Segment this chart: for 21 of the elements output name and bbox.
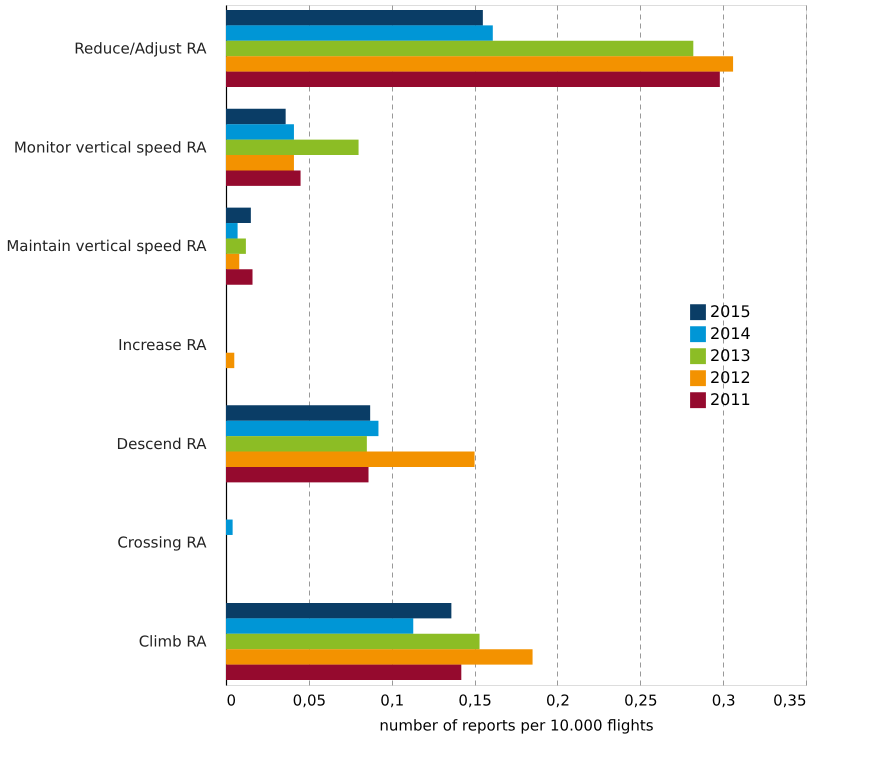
x-tick-label: 0,1 [380,692,404,710]
x-tick-label: 0,25 [624,692,658,710]
x-axis-title: number of reports per 10.000 flights [379,716,654,734]
y-tick-label: Climb RA [138,632,208,651]
legend-label: 2014 [710,324,751,344]
y-tick-label: Reduce/Adjust RA [74,39,208,58]
y-tick-label: Descend RA [116,434,208,453]
y-tick-label: Increase RA [118,336,208,354]
legend-label: 2011 [710,390,751,410]
x-tick-label: 0,2 [546,692,570,710]
y-tick-label: Crossing RA [117,534,208,552]
legend-label: 2015 [710,302,751,322]
x-tick-label: 0,3 [712,692,736,710]
y-tick-label: Monitor vertical speed RA [14,138,208,156]
x-tick-label: 0,35 [773,692,806,710]
x-tick-label: 0 [226,692,236,710]
x-tick-label: 0,15 [458,692,492,710]
legend-label: 2012 [710,368,751,388]
y-tick-label: Maintain vertical speed RA [6,237,208,256]
x-tick-label: 0,05 [292,692,326,710]
legend-label: 2013 [710,346,751,366]
